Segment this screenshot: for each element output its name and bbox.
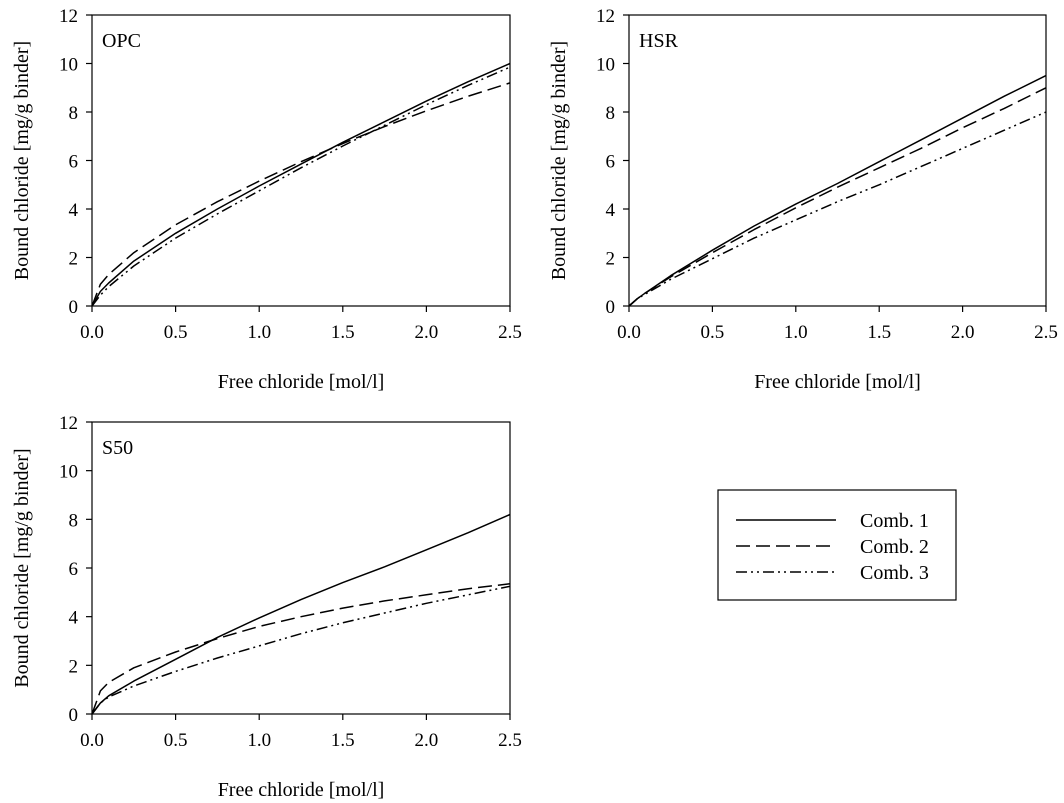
y-tick-label: 2 — [69, 656, 79, 677]
series-line-2 — [91, 583, 511, 715]
x-tick-label: 2.0 — [415, 730, 439, 751]
y-tick-label: 2 — [69, 249, 79, 270]
x-tick-label: 1.0 — [784, 322, 808, 343]
y-tick-label: 6 — [606, 152, 616, 173]
y-axis-title: Bound chloride [mg/g binder] — [11, 41, 33, 280]
series-line-1 — [628, 74, 1047, 307]
series-line-3 — [628, 111, 1047, 307]
series-line-2 — [91, 82, 511, 307]
y-tick-label: 2 — [606, 249, 616, 270]
y-tick-label: 10 — [59, 462, 78, 483]
x-axis-title: Free chloride [mol/l] — [218, 779, 385, 801]
x-tick-label: 0.0 — [80, 730, 104, 751]
x-tick-label: 0.0 — [617, 322, 641, 343]
y-tick-label: 12 — [59, 413, 78, 434]
y-tick-label: 0 — [606, 297, 616, 318]
y-tick-label: 4 — [69, 200, 79, 221]
panel-s50: 0.0 0.5 1.0 1.5 2.0 2.5 0 2 4 6 8 10 12 Free chloride… — [11, 413, 522, 801]
y-axis-title: Bound chloride [mg/g binder] — [11, 448, 33, 687]
legend-label-1: Comb. 1 — [860, 510, 929, 532]
series-line-1 — [91, 62, 511, 307]
plot-frame — [91, 14, 511, 307]
legend: Comb. 1 Comb. 2 Comb. 3 — [717, 489, 957, 601]
legend-label-2: Comb. 2 — [860, 536, 929, 558]
series-line-3 — [91, 66, 511, 307]
panel-hsr: 0.0 0.5 1.0 1.5 2.0 2.5 0 2 4 6 8 10 12 Free chloride… — [548, 6, 1058, 393]
x-tick-label: 2.0 — [415, 322, 439, 343]
y-tick-label: 0 — [69, 297, 79, 318]
legend-label-3: Comb. 3 — [860, 562, 929, 584]
series-line-1 — [91, 513, 511, 715]
x-tick-label: 0.0 — [80, 322, 104, 343]
y-tick-label: 4 — [606, 200, 616, 221]
y-tick-label: 12 — [59, 6, 78, 27]
x-tick-label: 1.5 — [331, 730, 355, 751]
x-tick-label: 0.5 — [164, 730, 188, 751]
y-tick-label: 8 — [606, 103, 616, 124]
legend-box — [717, 489, 957, 601]
x-tick-label: 2.0 — [951, 322, 975, 343]
y-tick-label: 12 — [596, 6, 615, 27]
x-tick-label: 0.5 — [164, 322, 188, 343]
y-tick-label: 0 — [69, 705, 79, 726]
y-tick-label: 6 — [69, 559, 79, 580]
x-tick-label: 2.5 — [498, 322, 522, 343]
y-tick-label: 8 — [69, 103, 79, 124]
x-tick-label: 2.5 — [498, 730, 522, 751]
panel-label: HSR — [639, 30, 679, 52]
x-tick-label: 1.0 — [247, 730, 271, 751]
x-tick-label: 1.5 — [867, 322, 891, 343]
y-tick-label: 6 — [69, 152, 79, 173]
series-line-3 — [91, 585, 511, 715]
x-tick-label: 1.0 — [247, 322, 271, 343]
y-tick-label: 4 — [69, 608, 79, 629]
y-axis-title: Bound chloride [mg/g binder] — [548, 41, 570, 280]
y-tick-label: 8 — [69, 510, 79, 531]
x-axis-title: Free chloride [mol/l] — [754, 371, 921, 393]
x-tick-label: 0.5 — [701, 322, 725, 343]
panel-label: S50 — [102, 437, 133, 459]
panel-label: OPC — [102, 30, 141, 52]
x-tick-label: 2.5 — [1034, 322, 1058, 343]
x-axis-title: Free chloride [mol/l] — [218, 371, 385, 393]
y-tick-label: 10 — [596, 55, 615, 76]
x-tick-label: 1.5 — [331, 322, 355, 343]
y-tick-label: 10 — [59, 55, 78, 76]
series-line-2 — [628, 87, 1047, 307]
panel-opc: 0.0 0.5 1.0 1.5 2.0 2.5 0 2 4 6 8 10 12 Free chloride… — [11, 6, 522, 393]
